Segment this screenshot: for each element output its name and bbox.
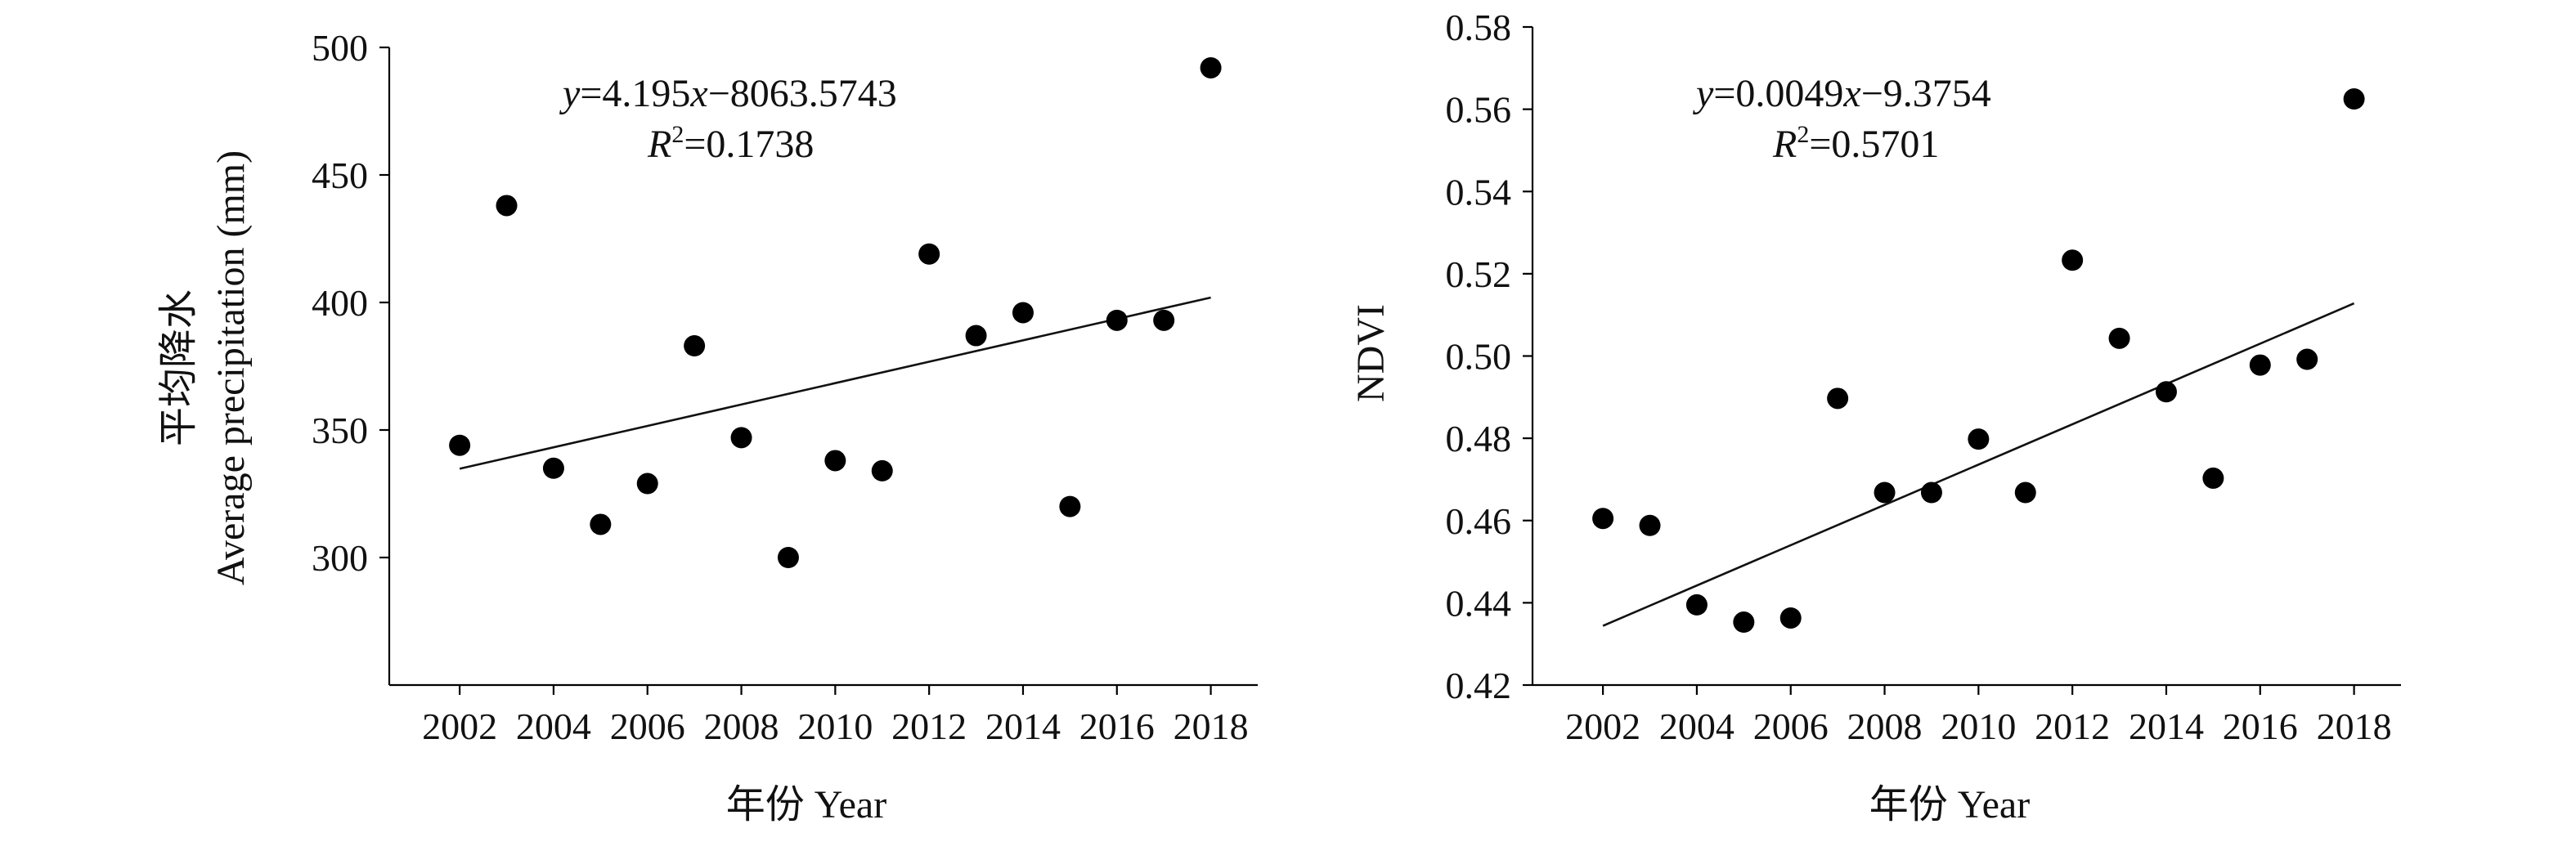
- right-x-title: 年份 Year: [1869, 783, 2030, 826]
- data-point: [1059, 495, 1081, 517]
- x-tick-label: 2016: [1079, 705, 1155, 747]
- ndvi-chart: 0.42 0.44 0.46 0.48 0.50 0.52 0.54 0.56 0.58 200…: [1349, 7, 2401, 826]
- data-point: [684, 335, 706, 357]
- x-tick-label: 2002: [422, 705, 497, 747]
- x-tick-label: 2018: [1174, 705, 1249, 747]
- y-tick-label: 0.54: [1446, 171, 1512, 213]
- x-tick-label: 2012: [891, 705, 967, 747]
- data-point: [871, 459, 893, 481]
- x-tick-label: 2004: [516, 705, 591, 747]
- data-point: [1779, 607, 1802, 629]
- data-point: [636, 473, 658, 495]
- left-y-title-en: Average precipitation (mm): [209, 150, 253, 585]
- x-tick-label: 2002: [1565, 705, 1640, 747]
- x-tick-label: 2018: [2317, 705, 2392, 747]
- data-point: [2155, 381, 2177, 403]
- left-x-title: 年份 Year: [726, 783, 886, 826]
- data-point: [1012, 302, 1034, 324]
- left-equation: y=4.195x−8063.5743: [559, 72, 897, 115]
- data-point: [2202, 467, 2224, 489]
- x-tick-label: 2016: [2223, 705, 2298, 747]
- y-tick-label: 0.46: [1446, 500, 1512, 542]
- data-point: [1685, 593, 1708, 616]
- x-tick-label: 2012: [2035, 705, 2110, 747]
- data-point: [1733, 611, 1755, 634]
- y-tick-label: 0.50: [1446, 336, 1512, 378]
- y-tick-label: 400: [312, 282, 368, 324]
- data-point: [1153, 309, 1175, 331]
- x-tick-label: 2004: [1659, 705, 1735, 747]
- data-point: [918, 243, 940, 265]
- x-tick-label: 2010: [1941, 705, 2016, 747]
- y-tick-label: 300: [312, 537, 368, 579]
- precipitation-chart: 300 350 400 450 500 2002 2004 2006 2008 2010 2012…: [157, 27, 1258, 826]
- left-y-ticks: 300 350 400 450 500: [312, 27, 389, 579]
- data-point: [1827, 387, 1849, 410]
- data-point: [2249, 354, 2271, 376]
- y-tick-label: 0.52: [1446, 253, 1512, 295]
- x-tick-label: 2006: [1753, 705, 1829, 747]
- right-points: [1592, 88, 2365, 634]
- right-y-title: NDVI: [1349, 304, 1393, 402]
- left-points: [449, 56, 1222, 568]
- data-point: [2062, 249, 2084, 271]
- data-point: [1592, 508, 1614, 530]
- data-point: [1200, 56, 1222, 78]
- left-r2: R2=0.1738: [647, 121, 814, 166]
- x-tick-label: 2008: [1847, 705, 1923, 747]
- data-point: [590, 513, 612, 535]
- y-tick-label: 350: [312, 410, 368, 451]
- data-point: [730, 427, 752, 449]
- y-tick-label: 0.56: [1446, 89, 1512, 131]
- data-point: [965, 325, 987, 347]
- y-tick-label: 450: [312, 155, 368, 196]
- y-tick-label: 0.44: [1446, 582, 1512, 624]
- y-tick-label: 500: [312, 27, 368, 69]
- data-point: [1968, 428, 1990, 450]
- data-point: [2014, 481, 2036, 504]
- left-y-title-cn: 平均降水: [157, 289, 200, 446]
- data-point: [1106, 309, 1128, 331]
- data-point: [2296, 348, 2318, 370]
- x-tick-label: 2014: [2129, 705, 2204, 747]
- x-tick-label: 2006: [610, 705, 685, 747]
- right-equation: y=0.0049x−9.3754: [1692, 72, 1991, 115]
- right-y-ticks: 0.42 0.44 0.46 0.48 0.50 0.52 0.54 0.56 0.58: [1446, 7, 1533, 706]
- left-trendline: [459, 296, 1211, 470]
- data-point: [1920, 481, 1942, 504]
- data-point: [2108, 327, 2130, 349]
- y-tick-label: 0.58: [1446, 7, 1512, 48]
- y-tick-label: 0.42: [1446, 665, 1512, 706]
- data-point: [777, 547, 799, 568]
- right-trendline: [1602, 302, 2355, 627]
- data-point: [542, 457, 564, 479]
- x-tick-label: 2010: [797, 705, 873, 747]
- data-point: [449, 434, 471, 456]
- data-point: [1639, 514, 1661, 536]
- data-point: [1874, 481, 1896, 504]
- right-x-ticks: 2002 2004 2006 2008 2010 2012 2014 2016 2018: [1565, 685, 2392, 747]
- left-x-ticks: 2002 2004 2006 2008 2010 2012 2014 2016 2018: [422, 685, 1249, 747]
- right-r2: R2=0.5701: [1772, 121, 1939, 166]
- data-point: [496, 195, 518, 217]
- y-tick-label: 0.48: [1446, 418, 1512, 459]
- x-tick-label: 2014: [985, 705, 1061, 747]
- data-point: [2343, 88, 2365, 110]
- x-tick-label: 2008: [704, 705, 779, 747]
- data-point: [824, 450, 846, 472]
